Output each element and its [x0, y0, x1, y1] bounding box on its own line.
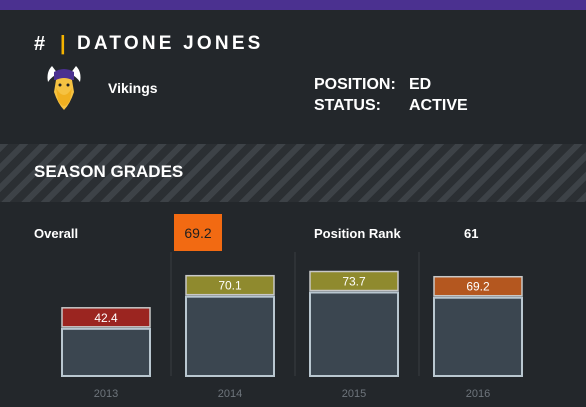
position-label: POSITION: — [314, 76, 396, 93]
season-year-label: 2016 — [466, 388, 490, 400]
header-separator: | — [60, 33, 66, 55]
grade-value-label: 69.2 — [466, 280, 490, 294]
vikings-logo-icon — [47, 66, 81, 110]
status-value: ACTIVE — [409, 97, 468, 114]
grade-value-label: 73.7 — [342, 275, 366, 289]
position-value: ED — [409, 76, 432, 93]
grade-bar — [309, 291, 399, 377]
grade-bar — [185, 295, 275, 377]
season-year-label: 2015 — [342, 388, 366, 400]
grade-label-box — [309, 270, 399, 292]
grade-label-box — [185, 274, 275, 296]
team-name: Vikings — [108, 80, 158, 96]
grade-label-box — [433, 275, 523, 297]
section-header-band — [0, 144, 586, 202]
grade-label-box — [61, 307, 151, 328]
season-year-label: 2014 — [218, 388, 242, 400]
position-rank-label: Position Rank — [314, 226, 401, 241]
season-year-label: 2013 — [94, 388, 118, 400]
grade-bar — [433, 296, 523, 378]
grade-value-label: 70.1 — [218, 279, 242, 293]
overall-label: Overall — [34, 226, 79, 241]
grade-bar — [61, 327, 151, 377]
status-label: STATUS: — [314, 97, 381, 114]
top-accent-bar — [0, 0, 586, 10]
section-title: SEASON GRADES — [34, 162, 184, 181]
grade-value-label: 42.4 — [94, 311, 118, 325]
season-grades-chart: 42.4 2013 70.1 2014 73.7 2015 69.2 2016 — [61, 252, 523, 400]
position-rank-value: 61 — [464, 226, 479, 241]
overall-grade-badge: 69.2 — [174, 214, 222, 251]
jersey-number: # — [34, 33, 46, 55]
player-name: DATONE JONES — [77, 33, 264, 54]
